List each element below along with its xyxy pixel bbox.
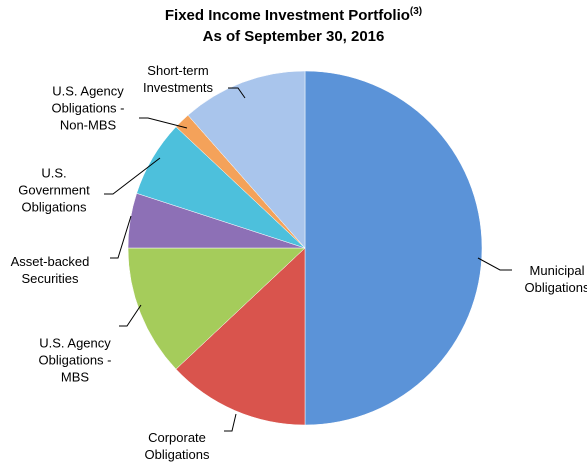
pie-slice xyxy=(187,70,306,249)
slice-label: Corporate Obligations xyxy=(144,430,210,462)
pie-slice xyxy=(175,247,306,426)
leader-line xyxy=(119,304,142,327)
pie-slice xyxy=(127,247,306,370)
slice-label: Asset-backed Securities xyxy=(10,254,90,286)
leader-line xyxy=(104,157,161,195)
leader-line xyxy=(139,117,188,129)
slice-label: U.S. Agency Obligations - MBS xyxy=(38,335,112,385)
pie-slice xyxy=(304,70,483,426)
leader-line xyxy=(477,257,512,271)
title-text: Fixed Income Investment Portfolio xyxy=(164,7,410,24)
slice-label: Short-term Investments xyxy=(142,63,214,95)
slice-label: U.S. Government Obligations xyxy=(18,165,90,215)
title-note: (3) xyxy=(409,6,423,17)
leader-line xyxy=(224,413,237,432)
leader-line xyxy=(110,215,132,259)
slice-label: Municipal Obligations xyxy=(524,263,587,295)
leader-line xyxy=(228,87,246,99)
slice-label: U.S. Agency Obligations - Non-MBS xyxy=(51,83,125,133)
chart-subtitle: As of September 30, 2016 xyxy=(202,28,385,45)
chart-title: Fixed Income Investment Portfolio(3) xyxy=(0,6,587,24)
